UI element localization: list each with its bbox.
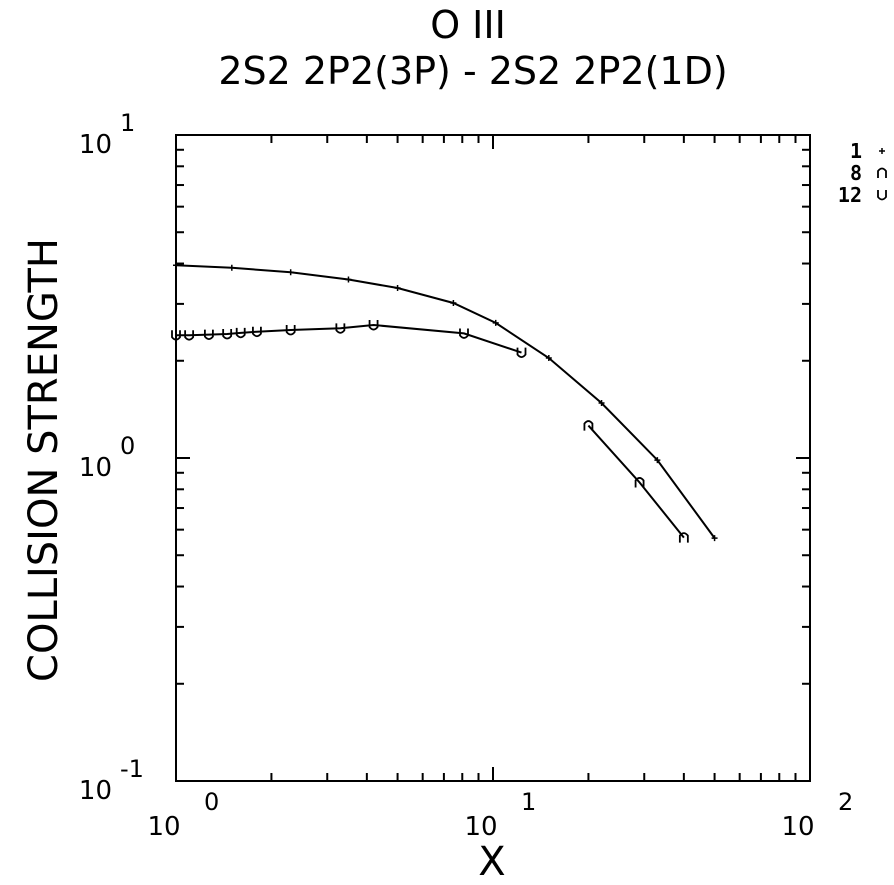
y-tick-exponent: 0: [120, 432, 135, 460]
series-layer: [171, 262, 718, 543]
data-point: [877, 190, 887, 201]
minor-ticks: [176, 135, 810, 781]
tick-labels: 10 0 10 1 10 2 10 -1 10 0 10 1: [79, 109, 853, 842]
chart-title: O III: [430, 3, 506, 47]
data-point: [184, 330, 195, 341]
data-point: [252, 326, 262, 338]
data-point: [228, 264, 235, 271]
series-line-1: [175, 264, 716, 539]
y-tick-label: 10: [79, 453, 112, 483]
data-point: [171, 330, 181, 341]
data-point: [459, 328, 469, 339]
data-point: [545, 354, 552, 361]
y-tick-exponent: -1: [120, 755, 144, 783]
y-tick-exponent: 1: [120, 109, 135, 137]
data-point: [204, 329, 214, 340]
data-point: [173, 262, 179, 269]
plot-frame: [175, 134, 811, 782]
chart-subtitle: 2S2 2P2(3P) - 2S2 2P2(1D): [218, 49, 727, 93]
data-point: [516, 347, 527, 358]
data-point: [394, 284, 401, 291]
data-point: [877, 167, 887, 178]
data-point: [583, 420, 594, 431]
data-point: [879, 148, 885, 154]
data-point: [711, 535, 718, 542]
data-point: [634, 477, 645, 488]
legend-label-8: 8: [850, 161, 862, 185]
data-point: [678, 532, 689, 543]
data-point: [654, 457, 661, 464]
data-point: [450, 299, 457, 306]
y-tick-label: 10: [79, 776, 112, 806]
x-axis-label: X: [478, 839, 505, 885]
x-tick-exponent: 0: [204, 788, 219, 816]
legend-label-1: 1: [850, 139, 862, 163]
data-point: [335, 323, 346, 334]
x-tick-exponent: 1: [521, 788, 536, 816]
series-line-8: [587, 424, 685, 539]
data-point: [598, 400, 605, 407]
data-point: [492, 319, 499, 326]
x-tick-exponent: 2: [838, 788, 853, 816]
y-tick-label: 10: [79, 130, 112, 160]
data-point: [222, 329, 233, 340]
data-point: [235, 327, 246, 339]
x-tick-label: 10: [147, 812, 180, 842]
x-tick-label: 10: [781, 812, 814, 842]
y-axis-label: COLLISION STRENGTH: [21, 238, 67, 682]
data-point: [285, 325, 296, 336]
series-line-12: [176, 323, 522, 354]
data-point: [368, 320, 379, 331]
legend-label-12: 12: [838, 183, 862, 207]
data-point: [287, 269, 294, 276]
data-point: [345, 276, 352, 283]
x-tick-label: 10: [464, 812, 497, 842]
